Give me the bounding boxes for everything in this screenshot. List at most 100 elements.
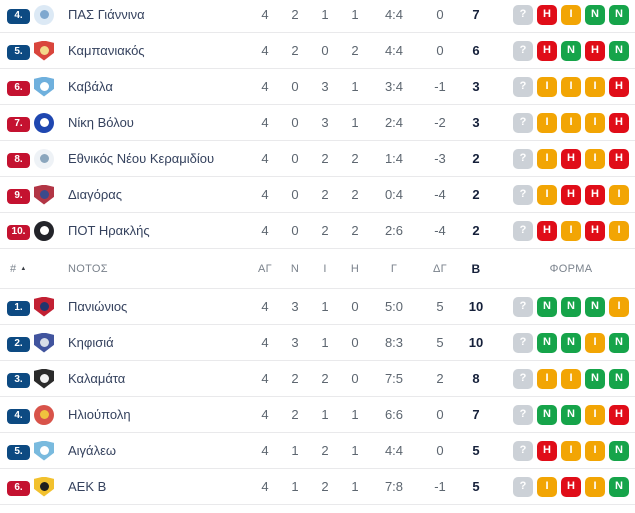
team-name[interactable]: Νίκη Βόλου	[68, 115, 134, 130]
form-badge-draw[interactable]: Ι	[561, 112, 581, 133]
form-badge-win[interactable]: Ν	[609, 4, 629, 25]
form-badge-win[interactable]: Ν	[609, 476, 629, 497]
table-row[interactable]: 9. Διαγόρας 4 0 2 2 0:4 -4 2? Ι Η Η Ι	[0, 177, 635, 213]
form-badge-draw[interactable]: Ι	[609, 184, 629, 205]
form-badge-unknown[interactable]: ?	[513, 112, 533, 133]
table-row[interactable]: 8. Εθνικός Νέου Κεραμιδίου 4 0 2 2 1:4 -3 2? Ι Η Ι Η	[0, 141, 635, 177]
table-row[interactable]: 6. Καβάλα 4 0 3 1 3:4 -1 3? Ι Ι Ι Η	[0, 69, 635, 105]
form-badge-win[interactable]: Ν	[609, 440, 629, 461]
form-badge-draw[interactable]: Ι	[585, 76, 605, 97]
stat-goals: 8:3	[384, 335, 404, 350]
form-badge-draw[interactable]: Ι	[537, 112, 557, 133]
form-badge-draw[interactable]: Ι	[585, 440, 605, 461]
form-badge-unknown[interactable]: ?	[513, 220, 533, 241]
team-name[interactable]: ΠΟΤ Ηρακλής	[68, 223, 150, 238]
form-badge-win[interactable]: Ν	[561, 404, 581, 425]
form-badge-unknown[interactable]: ?	[513, 440, 533, 461]
stat-draws: 2	[321, 151, 329, 166]
form-badge-loss[interactable]: Η	[585, 40, 605, 61]
table-row[interactable]: 5. Καμπανιακός 4 2 0 2 4:4 0 6? Η Ν Η Ν	[0, 33, 635, 69]
table-row[interactable]: 1. Πανιώνιος 4 3 1 0 5:0 5 10? Ν Ν Ν Ι	[0, 289, 635, 325]
form-badge-unknown[interactable]: ?	[513, 4, 533, 25]
stat-goals: 2:6	[384, 223, 404, 238]
form-badge-draw[interactable]: Ι	[537, 368, 557, 389]
form-badge-loss[interactable]: Η	[537, 220, 557, 241]
form-badge-win[interactable]: Ν	[609, 40, 629, 61]
form-badge-draw[interactable]: Ι	[585, 476, 605, 497]
form-badge-unknown[interactable]: ?	[513, 404, 533, 425]
form-badge-win[interactable]: Ν	[585, 4, 605, 25]
form-cell: ? Η Ι Ν Ν	[490, 4, 635, 25]
team-name[interactable]: Καλαμάτα	[68, 371, 126, 386]
team-name[interactable]: Εθνικός Νέου Κεραμιδίου	[68, 151, 215, 166]
form-badge-draw[interactable]: Ι	[561, 220, 581, 241]
form-badge-loss[interactable]: Η	[609, 404, 629, 425]
form-badge-win[interactable]: Ν	[561, 332, 581, 353]
form-badge-unknown[interactable]: ?	[513, 296, 533, 317]
table-row[interactable]: 3. Καλαμάτα 4 2 2 0 7:5 2 8? Ι Ι Ν Ν	[0, 361, 635, 397]
table-row[interactable]: 6. ΑΕΚ Β 4 1 2 1 7:8 -1 5? Ι Η Ι Ν	[0, 469, 635, 505]
form-badge-win[interactable]: Ν	[561, 40, 581, 61]
form-badge-draw[interactable]: Ι	[585, 148, 605, 169]
table-row[interactable]: 10. ΠΟΤ Ηρακλής 4 0 2 2 2:6 -4 2? Η Ι Η Ι	[0, 213, 635, 249]
form-badge-loss[interactable]: Η	[609, 112, 629, 133]
form-badge-loss[interactable]: Η	[609, 148, 629, 169]
form-badge-loss[interactable]: Η	[537, 4, 557, 25]
team-logo-inner	[39, 46, 49, 55]
form-badge-draw[interactable]: Ι	[609, 296, 629, 317]
team-name[interactable]: Καμπανιακός	[68, 43, 145, 58]
form-badge-unknown[interactable]: ?	[513, 76, 533, 97]
form-badge-win[interactable]: Ν	[609, 368, 629, 389]
form-badge-unknown[interactable]: ?	[513, 148, 533, 169]
form-badge-draw[interactable]: Ι	[537, 76, 557, 97]
form-badge-unknown[interactable]: ?	[513, 368, 533, 389]
form-badge-draw[interactable]: Ι	[537, 184, 557, 205]
form-badge-loss[interactable]: Η	[561, 148, 581, 169]
form-badge-win[interactable]: Ν	[585, 296, 605, 317]
form-badge-loss[interactable]: Η	[537, 40, 557, 61]
table-row[interactable]: 4. ΠΑΣ Γιάννινα 4 2 1 1 4:4 0 7? Η Ι Ν Ν	[0, 0, 635, 33]
team-name[interactable]: Πανιώνιος	[68, 299, 128, 314]
form-badge-draw[interactable]: Ι	[561, 440, 581, 461]
table-row[interactable]: 2. Κηφισιά 4 3 1 0 8:3 5 10? Ν Ν Ι Ν	[0, 325, 635, 361]
team-name[interactable]: ΑΕΚ Β	[68, 479, 107, 494]
table-row[interactable]: 7. Νίκη Βόλου 4 0 3 1 2:4 -2 3? Ι Ι Ι Η	[0, 105, 635, 141]
form-badge-loss[interactable]: Η	[585, 184, 605, 205]
stat-matches-played: 4	[261, 371, 269, 386]
team-name[interactable]: Κηφισιά	[68, 335, 114, 350]
form-badge-draw[interactable]: Ι	[561, 76, 581, 97]
form-badge-draw[interactable]: Ι	[585, 404, 605, 425]
form-badge-win[interactable]: Ν	[585, 368, 605, 389]
form-badge-draw[interactable]: Ι	[537, 476, 557, 497]
stat-goals: 2:4	[384, 115, 404, 130]
rank-column-header[interactable]: # ▲	[0, 263, 34, 275]
form-badge-draw[interactable]: Ι	[585, 112, 605, 133]
form-badge-loss[interactable]: Η	[609, 76, 629, 97]
form-badge-unknown[interactable]: ?	[513, 332, 533, 353]
table-row[interactable]: 5. Αιγάλεω 4 1 2 1 4:4 0 5? Η Ι Ι Ν	[0, 433, 635, 469]
form-badge-loss[interactable]: Η	[561, 184, 581, 205]
form-badge-draw[interactable]: Ι	[537, 148, 557, 169]
form-badge-loss[interactable]: Η	[585, 220, 605, 241]
form-badge-win[interactable]: Ν	[537, 296, 557, 317]
team-name[interactable]: Αιγάλεω	[68, 443, 117, 458]
stat-goal-diff: 2	[436, 371, 444, 386]
team-name[interactable]: Διαγόρας	[68, 187, 122, 202]
form-badge-loss[interactable]: Η	[537, 440, 557, 461]
form-badge-unknown[interactable]: ?	[513, 476, 533, 497]
form-badge-draw[interactable]: Ι	[561, 368, 581, 389]
form-badge-loss[interactable]: Η	[561, 476, 581, 497]
team-name[interactable]: Καβάλα	[68, 79, 113, 94]
form-badge-win[interactable]: Ν	[609, 332, 629, 353]
form-badge-unknown[interactable]: ?	[513, 184, 533, 205]
form-badge-draw[interactable]: Ι	[585, 332, 605, 353]
form-badge-draw[interactable]: Ι	[561, 4, 581, 25]
form-badge-win[interactable]: Ν	[537, 404, 557, 425]
form-badge-draw[interactable]: Ι	[609, 220, 629, 241]
team-name[interactable]: Ηλιούπολη	[68, 407, 131, 422]
table-row[interactable]: 4. Ηλιούπολη 4 2 1 1 6:6 0 7? Ν Ν Ι Η	[0, 397, 635, 433]
team-name[interactable]: ΠΑΣ Γιάννινα	[68, 7, 145, 22]
form-badge-unknown[interactable]: ?	[513, 40, 533, 61]
form-badge-win[interactable]: Ν	[561, 296, 581, 317]
form-badge-win[interactable]: Ν	[537, 332, 557, 353]
